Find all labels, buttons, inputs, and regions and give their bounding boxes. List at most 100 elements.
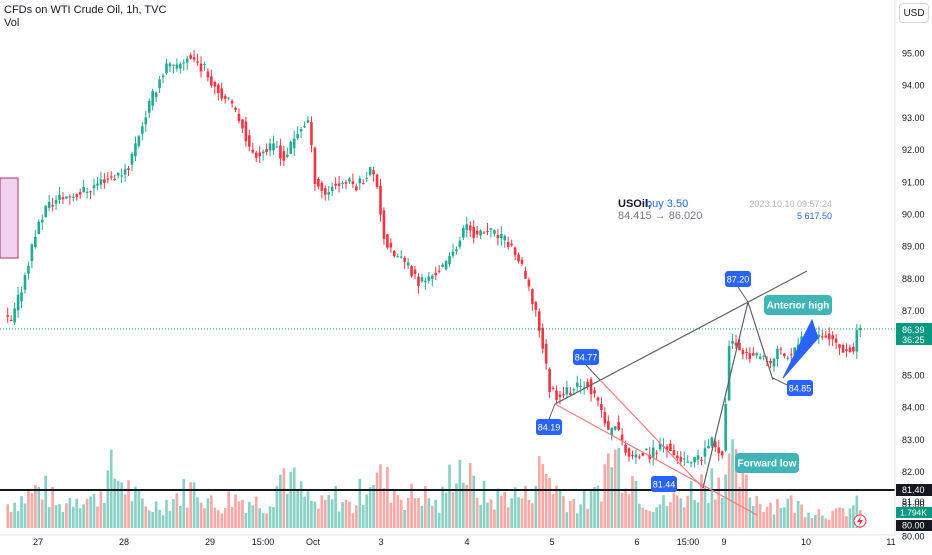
volume-bar bbox=[455, 483, 458, 528]
candle-body bbox=[68, 196, 72, 198]
candle-body bbox=[54, 199, 58, 204]
candle-body bbox=[306, 120, 310, 123]
volume-bar bbox=[489, 499, 493, 528]
volume-bar bbox=[210, 495, 213, 528]
candle-body bbox=[13, 308, 16, 323]
volume-bar bbox=[310, 500, 313, 528]
candle-body bbox=[317, 178, 320, 187]
candle-body bbox=[116, 172, 120, 176]
volume-bar bbox=[803, 517, 807, 528]
candle-body bbox=[565, 387, 569, 395]
volume-bar bbox=[845, 516, 848, 528]
candle-body bbox=[165, 63, 168, 74]
candle-body bbox=[368, 167, 372, 176]
volume-indicator-label[interactable]: Vol bbox=[4, 17, 20, 29]
volume-bar bbox=[234, 494, 237, 528]
volume-bar bbox=[368, 487, 372, 528]
candle-body bbox=[793, 347, 797, 355]
currency-button[interactable]: USD bbox=[899, 3, 929, 23]
candle-body bbox=[16, 294, 20, 311]
candle-body bbox=[738, 342, 741, 351]
volume-bar bbox=[689, 481, 693, 528]
x-tick-label: 5 bbox=[549, 537, 554, 547]
candle-body bbox=[75, 194, 79, 197]
volume-bar bbox=[513, 487, 517, 528]
candle-body bbox=[848, 347, 852, 353]
volume-bar bbox=[192, 482, 196, 528]
candle-body bbox=[610, 428, 614, 436]
candle-body bbox=[669, 443, 672, 452]
candle-body bbox=[85, 191, 89, 193]
volume-bar bbox=[772, 514, 776, 528]
volume-bar bbox=[437, 512, 441, 528]
volume-bar bbox=[420, 505, 424, 528]
candle-body bbox=[58, 194, 61, 200]
volume-bar bbox=[203, 508, 206, 528]
candle-body bbox=[524, 270, 527, 279]
candle-body bbox=[410, 266, 413, 277]
symbol-title[interactable]: CFDs on WTI Crude Oil, 1h, TVC bbox=[4, 4, 167, 16]
candle-body bbox=[223, 95, 227, 99]
candle-body bbox=[23, 275, 27, 290]
trade-side: buy 3.50 bbox=[646, 198, 689, 210]
label-81-44-box bbox=[651, 476, 677, 492]
volume-bar bbox=[810, 518, 814, 528]
candle-body bbox=[189, 55, 192, 59]
x-tick-label: 9 bbox=[721, 537, 726, 547]
candle-body bbox=[720, 451, 724, 456]
candle-body bbox=[9, 319, 13, 321]
volume-badge-value: 1.794K bbox=[900, 508, 927, 518]
candle-body bbox=[172, 64, 175, 66]
volume-bar bbox=[589, 489, 593, 528]
volume-bar bbox=[410, 483, 413, 528]
volume-bar bbox=[676, 495, 679, 528]
candle-body bbox=[710, 437, 714, 447]
candle-body bbox=[482, 232, 486, 234]
candle-body bbox=[527, 279, 531, 287]
candle-body bbox=[700, 459, 703, 461]
volume-bar bbox=[644, 509, 648, 528]
volume-bar bbox=[6, 504, 10, 528]
candle-body bbox=[220, 88, 224, 99]
volume-bar bbox=[306, 491, 310, 528]
volume-bar bbox=[51, 486, 54, 528]
price-axis-layer: 95.00 94.00 93.00 92.00 91.00 90.00 89.00 88.00… bbox=[853, 0, 932, 542]
candle-body bbox=[506, 242, 510, 247]
volume-bar bbox=[506, 507, 510, 528]
volume-bar bbox=[575, 513, 579, 528]
candle-body bbox=[731, 340, 734, 344]
candle-body bbox=[465, 224, 469, 231]
candle-body bbox=[620, 434, 624, 441]
volume-bar bbox=[34, 485, 37, 528]
candle-body bbox=[134, 143, 137, 157]
candle-body bbox=[71, 196, 75, 198]
candle-body bbox=[120, 175, 123, 177]
volume-bar bbox=[372, 485, 375, 528]
candle-body bbox=[845, 349, 848, 351]
candle-body bbox=[199, 63, 203, 72]
volume-bar bbox=[462, 482, 465, 528]
volume-bar bbox=[120, 482, 123, 528]
volume-bar bbox=[116, 480, 120, 528]
candle-body bbox=[127, 168, 130, 170]
candle-body bbox=[693, 457, 696, 463]
volume-bar bbox=[361, 505, 365, 528]
volume-bar bbox=[634, 480, 638, 528]
candle-body bbox=[348, 178, 351, 182]
volume-bar bbox=[613, 449, 617, 528]
candle-body bbox=[462, 227, 465, 238]
candle-body bbox=[82, 186, 85, 193]
volume-bar bbox=[603, 464, 607, 528]
candle-body bbox=[216, 84, 220, 94]
volume-bar bbox=[831, 510, 834, 528]
volume-bar bbox=[610, 467, 614, 528]
candle-body bbox=[34, 236, 37, 248]
candle-body bbox=[824, 335, 828, 338]
volume-bar bbox=[503, 491, 507, 528]
candle-body bbox=[355, 186, 358, 191]
candle-body bbox=[282, 151, 286, 161]
volume-bar bbox=[472, 475, 476, 528]
candle-body bbox=[589, 379, 593, 395]
